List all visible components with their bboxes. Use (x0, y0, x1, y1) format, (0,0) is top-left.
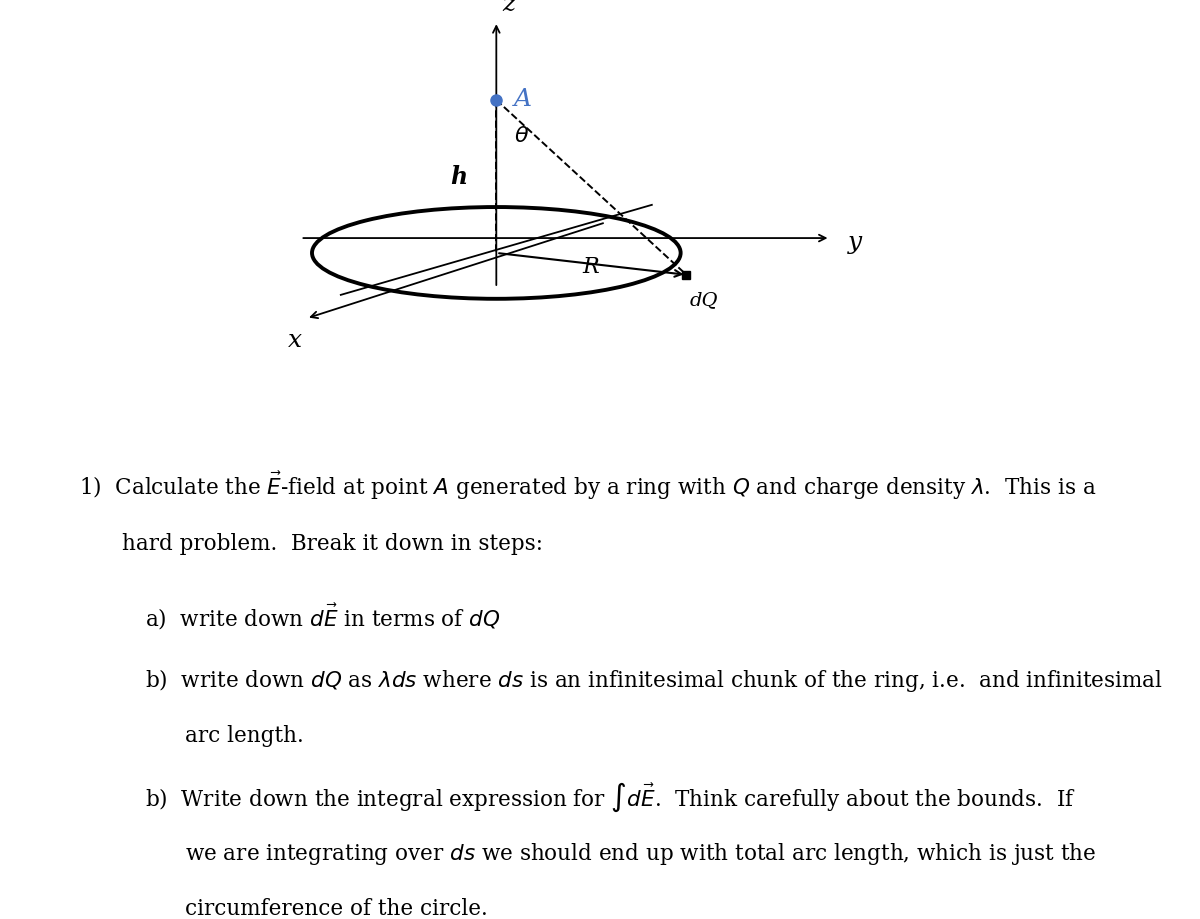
Text: b)  Write down the integral expression for $\int d\vec{E}$.  Think carefully abo: b) Write down the integral expression fo… (145, 780, 1076, 813)
Text: 1)  Calculate the $\vec{E}$-field at point $A$ generated by a ring with $Q$ and : 1) Calculate the $\vec{E}$-field at poin… (79, 469, 1097, 501)
Text: circumference of the circle.: circumference of the circle. (185, 898, 488, 919)
Text: dQ: dQ (690, 291, 719, 309)
Text: y: y (847, 231, 862, 254)
Text: z: z (502, 0, 515, 17)
Text: arc length.: arc length. (185, 724, 304, 746)
Text: A: A (514, 87, 532, 110)
Text: we are integrating over $ds$ we should end up with total arc length, which is ju: we are integrating over $ds$ we should e… (185, 841, 1097, 867)
Text: h: h (450, 165, 468, 188)
Text: x: x (288, 329, 301, 352)
Text: hard problem.  Break it down in steps:: hard problem. Break it down in steps: (122, 532, 542, 554)
Text: R: R (583, 255, 600, 278)
Text: b)  write down $dQ$ as $\lambda ds$ where $ds$ is an infinitesimal chunk of the : b) write down $dQ$ as $\lambda ds$ where… (145, 666, 1163, 693)
Text: a)  write down $d\vec{E}$ in terms of $dQ$: a) write down $d\vec{E}$ in terms of $dQ… (145, 601, 500, 631)
Text: $\theta$: $\theta$ (514, 125, 529, 147)
